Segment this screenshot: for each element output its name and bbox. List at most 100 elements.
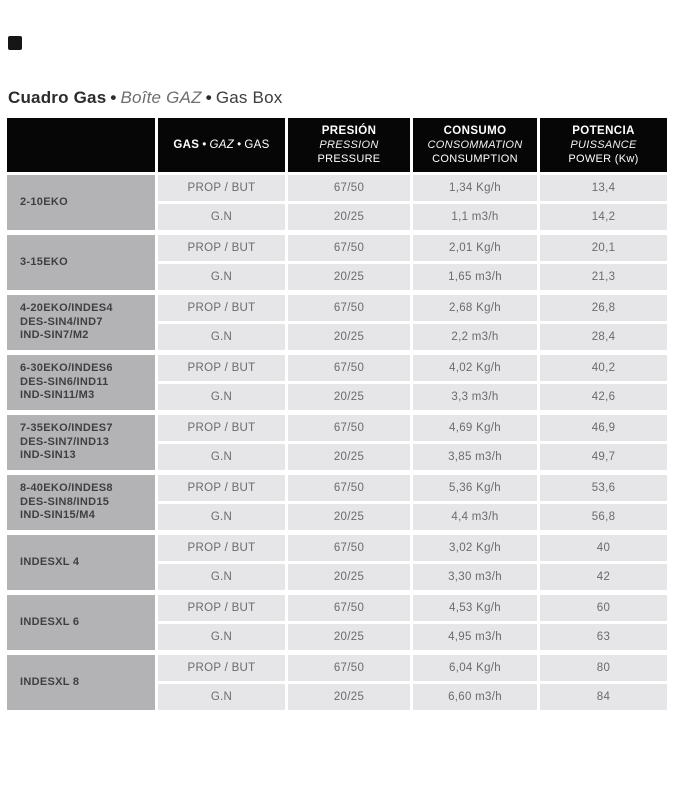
- table-row: PROP / BUT 67/50 2,01 Kg/h 20,1: [158, 235, 667, 261]
- title-es: Cuadro Gas: [8, 88, 107, 107]
- pressure-cell: 20/25: [288, 684, 410, 710]
- model-name-line: 8-40EKO/INDES8: [20, 482, 113, 495]
- power-cell: 14,2: [540, 204, 667, 230]
- title-fr: Boîte GAZ: [120, 88, 202, 107]
- header-consumption-en: CONSUMPTION: [432, 153, 518, 165]
- model-name-line: 6-30EKO/INDES6: [20, 362, 113, 375]
- pressure-cell: 20/25: [288, 624, 410, 650]
- model-name-line: INDESXL 4: [20, 555, 80, 568]
- consumption-cell: 1,34 Kg/h: [413, 175, 537, 201]
- consumption-cell: 1,65 m3/h: [413, 264, 537, 290]
- pressure-cell: 67/50: [288, 175, 410, 201]
- header-bullet-icon: •: [237, 139, 242, 151]
- gas-type-cell: G.N: [158, 684, 285, 710]
- power-cell: 60: [540, 595, 667, 621]
- model-data-rows: PROP / BUT 67/50 2,68 Kg/h 26,8 G.N 20/2…: [158, 295, 667, 350]
- model-data-rows: PROP / BUT 67/50 4,02 Kg/h 40,2 G.N 20/2…: [158, 355, 667, 410]
- gas-type-cell: PROP / BUT: [158, 595, 285, 621]
- model-data-rows: PROP / BUT 67/50 1,34 Kg/h 13,4 G.N 20/2…: [158, 175, 667, 230]
- table-row-group: 2-10EKO PROP / BUT 67/50 1,34 Kg/h 13,4 …: [7, 175, 667, 230]
- gas-type-cell: G.N: [158, 504, 285, 530]
- table-row: G.N 20/25 3,30 m3/h 42: [158, 564, 667, 590]
- power-cell: 42,6: [540, 384, 667, 410]
- header-cell-pressure: PRESIÓN PRESSION PRESSURE: [288, 118, 410, 172]
- model-name-line: DES-SIN4/IND7: [20, 315, 103, 328]
- model-name-line: DES-SIN8/IND15: [20, 495, 110, 508]
- header-gas-es: GAS: [173, 139, 200, 151]
- model-name-line: IND-SIN15/M4: [20, 509, 96, 522]
- table-row: PROP / BUT 67/50 2,68 Kg/h 26,8: [158, 295, 667, 321]
- model-name-cell: 4-20EKO/INDES4 DES-SIN4/IND7 IND-SIN7/M2: [7, 295, 155, 350]
- pressure-cell: 67/50: [288, 355, 410, 381]
- gas-type-cell: G.N: [158, 324, 285, 350]
- consumption-cell: 4,02 Kg/h: [413, 355, 537, 381]
- table-row: PROP / BUT 67/50 3,02 Kg/h 40: [158, 535, 667, 561]
- pressure-cell: 67/50: [288, 235, 410, 261]
- consumption-cell: 3,30 m3/h: [413, 564, 537, 590]
- header-power-en: POWER (Kw): [568, 153, 639, 165]
- power-cell: 42: [540, 564, 667, 590]
- table-row: G.N 20/25 3,3 m3/h 42,6: [158, 384, 667, 410]
- consumption-cell: 2,2 m3/h: [413, 324, 537, 350]
- table-row-group: 7-35EKO/INDES7 DES-SIN7/IND13 IND-SIN13 PR…: [7, 415, 667, 470]
- model-data-rows: PROP / BUT 67/50 2,01 Kg/h 20,1 G.N 20/2…: [158, 235, 667, 290]
- header-pressure-fr: PRESSION: [319, 139, 379, 151]
- model-name-line: IND-SIN11/M3: [20, 389, 95, 402]
- model-name-line: IND-SIN7/M2: [20, 329, 89, 342]
- header-cell-consumption: CONSUMO CONSOMMATION CONSUMPTION: [413, 118, 537, 172]
- gas-type-cell: PROP / BUT: [158, 175, 285, 201]
- consumption-cell: 1,1 m3/h: [413, 204, 537, 230]
- table-row: G.N 20/25 1,65 m3/h 21,3: [158, 264, 667, 290]
- table-row: G.N 20/25 3,85 m3/h 49,7: [158, 444, 667, 470]
- gas-type-cell: PROP / BUT: [158, 295, 285, 321]
- pressure-cell: 20/25: [288, 504, 410, 530]
- table-row: G.N 20/25 6,60 m3/h 84: [158, 684, 667, 710]
- power-cell: 26,8: [540, 295, 667, 321]
- gas-type-cell: PROP / BUT: [158, 535, 285, 561]
- pressure-cell: 67/50: [288, 595, 410, 621]
- table-header-row: GAS • GAZ • GAS PRESIÓN PRESSION PRESSURE CO…: [7, 118, 667, 172]
- model-name-cell: 7-35EKO/INDES7 DES-SIN7/IND13 IND-SIN13: [7, 415, 155, 470]
- power-cell: 84: [540, 684, 667, 710]
- table-row-group: 4-20EKO/INDES4 DES-SIN4/IND7 IND-SIN7/M2 P…: [7, 295, 667, 350]
- consumption-cell: 3,3 m3/h: [413, 384, 537, 410]
- pressure-cell: 20/25: [288, 264, 410, 290]
- table-row: G.N 20/25 4,4 m3/h 56,8: [158, 504, 667, 530]
- pressure-cell: 67/50: [288, 295, 410, 321]
- model-name-cell: 2-10EKO: [7, 175, 155, 230]
- gas-type-cell: PROP / BUT: [158, 355, 285, 381]
- model-data-rows: PROP / BUT 67/50 4,53 Kg/h 60 G.N 20/25 …: [158, 595, 667, 650]
- model-data-rows: PROP / BUT 67/50 3,02 Kg/h 40 G.N 20/25 …: [158, 535, 667, 590]
- model-name-cell: INDESXL 4: [7, 535, 155, 590]
- power-cell: 20,1: [540, 235, 667, 261]
- table-row: PROP / BUT 67/50 5,36 Kg/h 53,6: [158, 475, 667, 501]
- power-cell: 49,7: [540, 444, 667, 470]
- table-row: PROP / BUT 67/50 4,53 Kg/h 60: [158, 595, 667, 621]
- table-row-group: 8-40EKO/INDES8 DES-SIN8/IND15 IND-SIN15/M4…: [7, 475, 667, 530]
- pressure-cell: 20/25: [288, 564, 410, 590]
- table-row: G.N 20/25 4,95 m3/h 63: [158, 624, 667, 650]
- pressure-cell: 67/50: [288, 475, 410, 501]
- header-pressure-en: PRESSURE: [317, 153, 381, 165]
- gas-type-cell: PROP / BUT: [158, 415, 285, 441]
- title-bullet-icon: •: [110, 88, 117, 107]
- consumption-cell: 4,53 Kg/h: [413, 595, 537, 621]
- gas-type-cell: G.N: [158, 384, 285, 410]
- header-consumption-fr: CONSOMMATION: [427, 139, 523, 151]
- table-row: PROP / BUT 67/50 6,04 Kg/h 80: [158, 655, 667, 681]
- table-row-group: 3-15EKO PROP / BUT 67/50 2,01 Kg/h 20,1 …: [7, 235, 667, 290]
- model-name-line: INDESXL 8: [20, 675, 80, 688]
- model-data-rows: PROP / BUT 67/50 4,69 Kg/h 46,9 G.N 20/2…: [158, 415, 667, 470]
- gas-spec-table: GAS • GAZ • GAS PRESIÓN PRESSION PRESSURE CO…: [7, 118, 667, 715]
- power-cell: 46,9: [540, 415, 667, 441]
- table-row: G.N 20/25 2,2 m3/h 28,4: [158, 324, 667, 350]
- title-bullet-icon: •: [205, 88, 212, 107]
- header-cell-gas: GAS • GAZ • GAS: [158, 118, 285, 172]
- power-cell: 53,6: [540, 475, 667, 501]
- page-corner-marker-icon: [8, 36, 22, 50]
- table-row: PROP / BUT 67/50 1,34 Kg/h 13,4: [158, 175, 667, 201]
- model-data-rows: PROP / BUT 67/50 6,04 Kg/h 80 G.N 20/25 …: [158, 655, 667, 710]
- consumption-cell: 6,04 Kg/h: [413, 655, 537, 681]
- header-cell-power: POTENCIA PUISSANCE POWER (Kw): [540, 118, 667, 172]
- table-row-group: 6-30EKO/INDES6 DES-SIN6/IND11 IND-SIN11/M3…: [7, 355, 667, 410]
